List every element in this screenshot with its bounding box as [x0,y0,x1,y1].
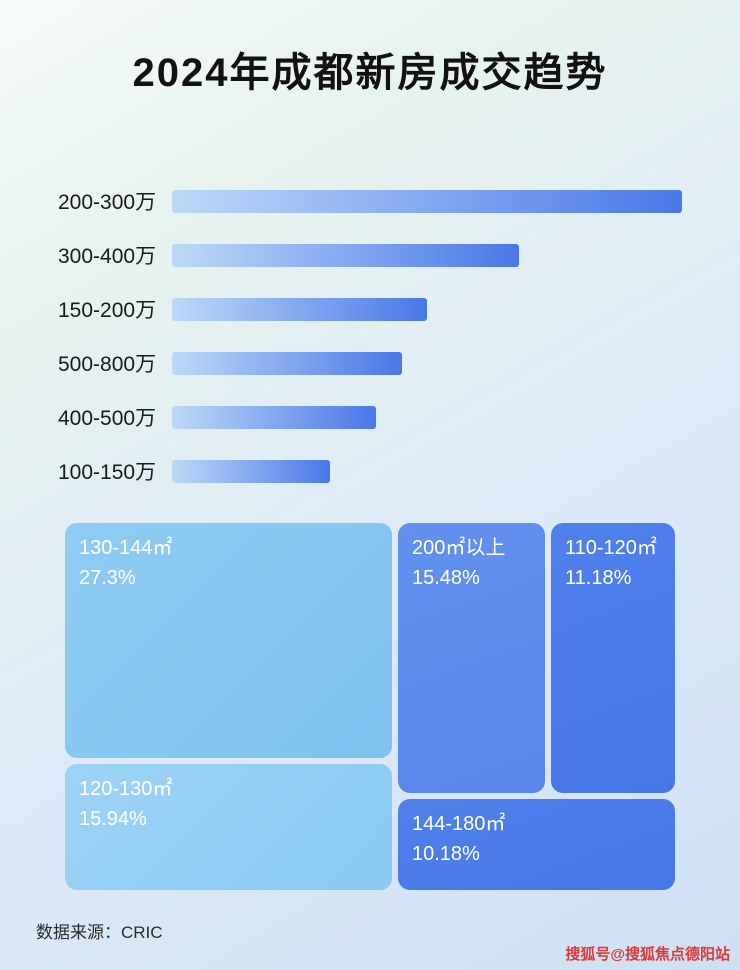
bar-category-label: 200-300万 [58,191,157,214]
treemap-value: 15.94% [79,808,147,830]
treemap-label: 144-180㎡ [412,813,506,835]
bar-row: 200-300万 [58,186,682,216]
bar-category-label: 100-150万 [58,461,157,484]
bar-row: 100-150万 [58,456,682,486]
watermark-text: 搜狐号@搜狐焦点德阳站 [565,946,730,963]
treemap-value: 27.3% [79,567,136,589]
bar-track [172,405,682,429]
bar-row: 150-200万 [58,294,682,324]
bar-row: 300-400万 [58,240,682,270]
bar-track [172,189,682,213]
treemap-block-200-plus: 200㎡以上 15.48% [398,523,545,793]
bar-track [172,459,682,483]
bar-category-label: 300-400万 [58,245,157,268]
bar-category-label: 500-800万 [58,353,157,376]
bar [172,405,376,429]
bar-row: 500-800万 [58,348,682,378]
treemap-label: 200㎡以上 [412,537,506,559]
price-band-bar-chart: 200-300万 300-400万 150-200万 500-800万 400-500万… [58,186,682,486]
bar-category-label: 150-200万 [58,299,157,322]
bar-track [172,297,682,321]
bar-track [172,351,682,375]
bar-row: 400-500万 [58,402,682,432]
bar [172,297,427,321]
treemap-block-144-180: 144-180㎡ 10.18% [398,799,675,890]
bar [172,189,682,213]
bar-category-label: 400-500万 [58,407,157,430]
treemap-label: 110-120㎡ [565,537,657,559]
treemap-label: 130-144㎡ [79,537,173,559]
treemap-value: 11.18% [565,567,632,589]
bar [172,351,402,375]
treemap-label: 120-130㎡ [79,778,173,800]
treemap-block-130-144: 130-144㎡ 27.3% [65,523,392,758]
treemap-value: 10.18% [412,843,480,865]
data-source-note: 数据来源：CRIC [36,923,163,942]
bar [172,243,519,267]
bar-track [172,243,682,267]
treemap-block-110-120: 110-120㎡ 11.18% [551,523,675,793]
treemap-value: 15.48% [412,567,480,589]
area-share-treemap: 130-144㎡ 27.3% 120-130㎡ 15.94% 200㎡以上 15… [65,523,675,890]
bar [172,459,331,483]
treemap-block-120-130: 120-130㎡ 15.94% [65,764,392,890]
page-title: 2024年成都新房成交趋势 [132,51,608,95]
